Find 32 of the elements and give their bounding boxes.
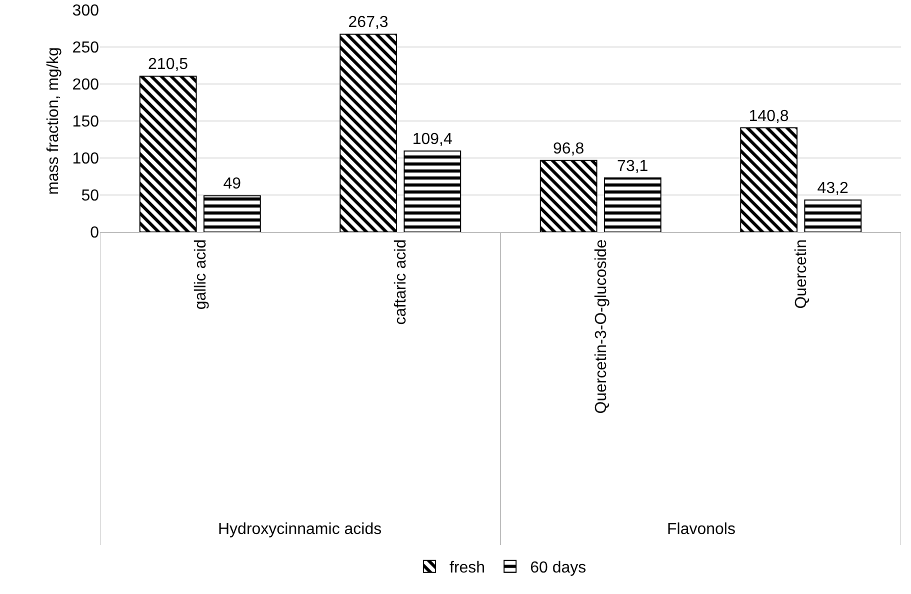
y-tick-label: 200 xyxy=(72,76,100,94)
y-tick-label: 0 xyxy=(90,224,100,242)
text: Hydroxycinnamic acids xyxy=(218,521,382,538)
x-tick-label: Quercetin xyxy=(793,239,810,309)
y-tick-label: 250 xyxy=(72,40,100,57)
data-label: 73,1 xyxy=(617,158,648,175)
data-label: 109,4 xyxy=(412,131,452,148)
x-tick-label: gallic acid xyxy=(192,239,210,310)
bar xyxy=(740,127,798,232)
bar xyxy=(804,200,862,232)
data-label: 96,8 xyxy=(552,140,584,158)
bar xyxy=(540,160,598,232)
text: Flavonols xyxy=(667,521,736,538)
x-tick-label: Quercetin-3-O-glucoside xyxy=(592,239,610,414)
bar xyxy=(203,195,261,232)
bar xyxy=(139,76,197,232)
data-label: 43,2 xyxy=(817,180,849,198)
y-tick-label: 300 xyxy=(72,2,100,20)
y-tick-label: 100 xyxy=(72,150,100,168)
x-tick-label: caftaric acid xyxy=(392,239,410,325)
y-tick-label: 150 xyxy=(72,114,100,131)
bar xyxy=(604,177,662,232)
legend-label: 60 days xyxy=(530,560,586,577)
data-label: 210,5 xyxy=(148,56,188,74)
legend-label: fresh xyxy=(450,560,486,577)
bar xyxy=(340,34,398,232)
data-label: 140,8 xyxy=(748,108,789,125)
bar xyxy=(404,150,462,232)
y-tick-label: 50 xyxy=(81,188,100,205)
data-label: 49 xyxy=(223,176,242,193)
data-label: 267,3 xyxy=(348,14,388,32)
y-axis-title: mass fraction, mg/kg xyxy=(45,47,62,195)
